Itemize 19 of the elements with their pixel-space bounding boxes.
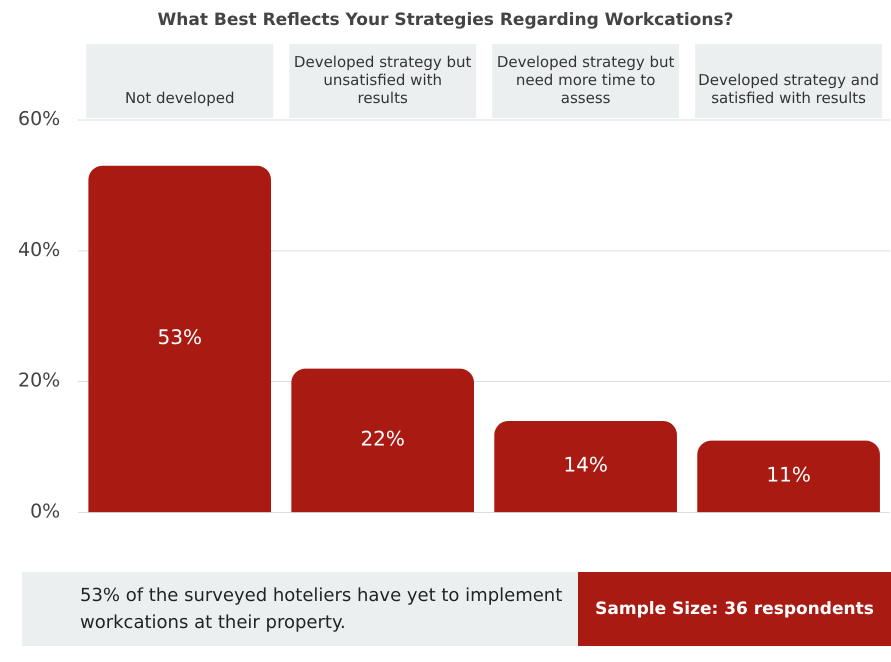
- x-tick-label: Not developed: [124, 88, 234, 107]
- data-label: 22%: [360, 426, 405, 451]
- y-tick-label: 20%: [18, 370, 60, 392]
- bar: [291, 368, 474, 512]
- x-tick-label: Developed strategy but unsatisfied with results: [294, 52, 472, 107]
- data-label: 14%: [563, 452, 608, 477]
- x-tick-label: Developed strategy but need more time to assess: [496, 52, 674, 107]
- bar: [494, 420, 677, 512]
- y-tick-label: 40%: [18, 238, 60, 261]
- text: 53% of the surveyed hoteliers have yet to implement workcations at their property.: [22, 572, 578, 646]
- x-tick-label: Developed strategy and satisfied with results: [698, 70, 880, 107]
- data-label: 53%: [157, 325, 202, 350]
- data-label: 11%: [766, 462, 811, 487]
- bar: [88, 166, 272, 512]
- chart-title: What Best Reflects Your Strategies Regarding Workcations?: [156, 9, 734, 32]
- y-tick-label: 0%: [30, 500, 60, 523]
- bar: [697, 440, 880, 512]
- text: Sample Size: 36 respondents: [578, 572, 891, 646]
- y-tick-label: 60%: [18, 108, 60, 130]
